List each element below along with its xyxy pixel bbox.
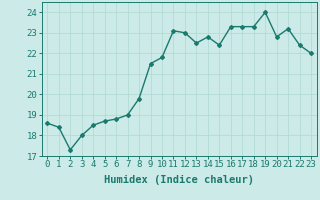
X-axis label: Humidex (Indice chaleur): Humidex (Indice chaleur) [104, 175, 254, 185]
